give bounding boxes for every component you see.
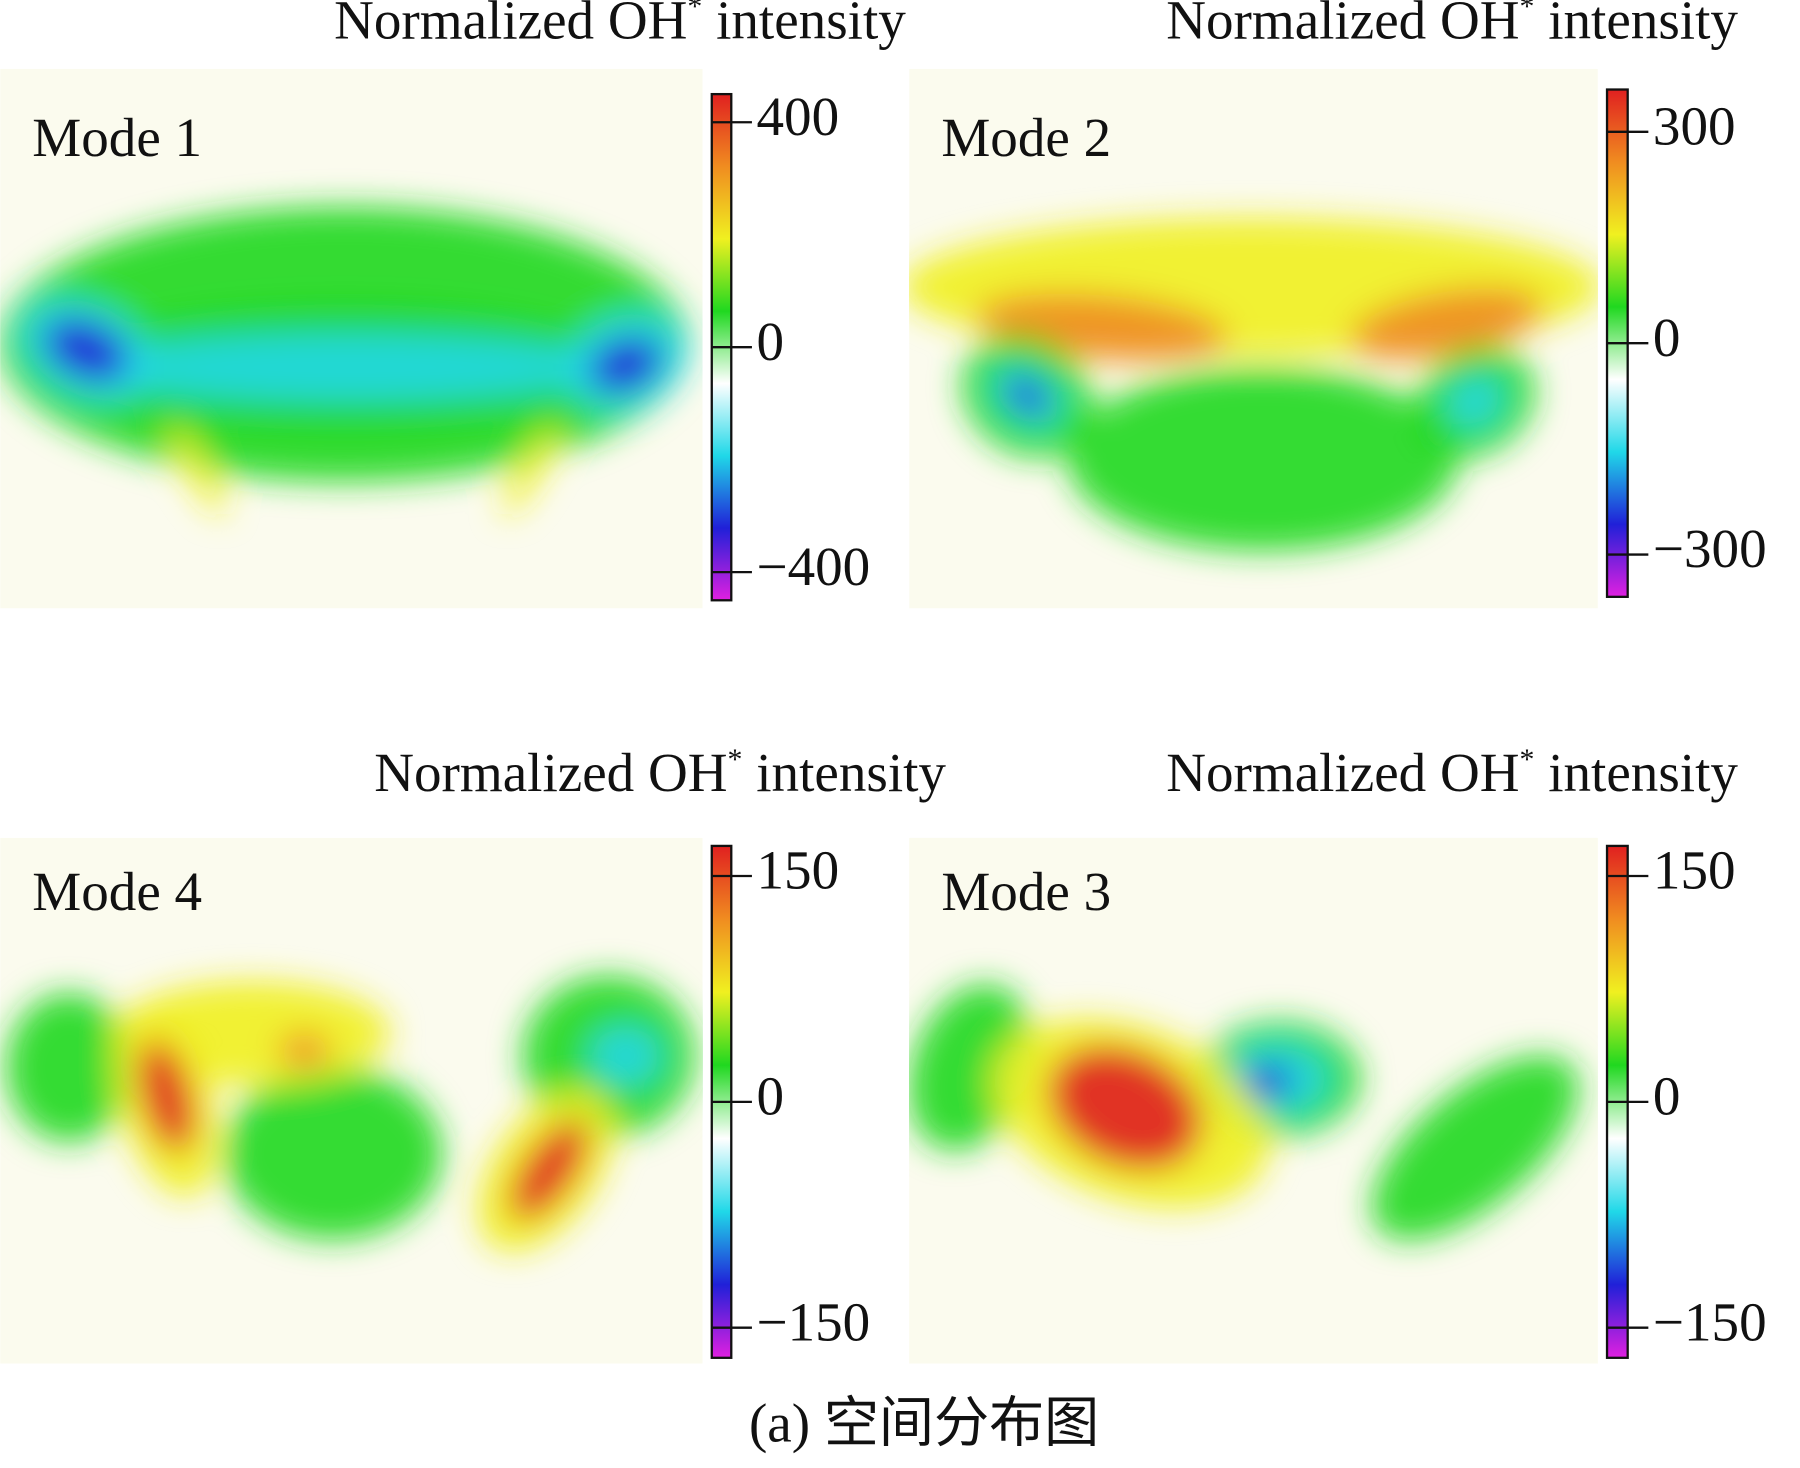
title-superscript: * [1520,0,1535,23]
colorbar-tick-label: 0 [757,1066,785,1127]
field-region [279,1032,330,1068]
mode-label: Mode 2 [941,107,1111,168]
field-region [1067,367,1458,551]
colorbar-tick-label: 0 [1653,1066,1681,1127]
field-region [1448,376,1502,427]
field-region [1371,1055,1579,1241]
title-part: Normalized OH [334,0,687,50]
colorbar-tick-label: 400 [757,86,840,147]
field-region [591,1027,661,1085]
title-part: Normalized OH [374,742,727,803]
field-region [1007,378,1048,414]
colorbar-title: Normalized OH* intensity [1166,0,1738,50]
colorbar-tick-label: 150 [1653,840,1736,901]
colorbar-tick-label: 300 [1653,95,1736,156]
title-superscript: * [687,0,702,23]
field-region [80,332,609,402]
heatmap [909,68,1598,609]
field-region [1350,287,1543,360]
heatmap-field [0,206,689,516]
field-region [5,992,133,1143]
mode-label: Mode 1 [32,107,202,168]
colorbar-tick-label: −300 [1653,518,1767,579]
heatmap [0,837,703,1364]
field-region [509,1121,588,1220]
colorbar-title: Normalized OH* intensity [374,742,946,803]
heatmap-field [909,218,1598,551]
title-superscript: * [1520,743,1535,776]
mode-label: Mode 4 [32,861,202,922]
heatmap-field [909,984,1579,1241]
colorbar-tick-label: −400 [757,536,871,597]
colorbar-tick-label: 150 [757,840,840,901]
field-region [45,319,128,382]
title-superscript: * [728,743,743,776]
colorbar-tick-label: −150 [1653,1291,1767,1352]
title-part: intensity [1548,742,1738,803]
colorbar-title: Normalized OH* intensity [1166,742,1738,803]
colorbar-tick-label: 0 [1653,307,1681,368]
heatmap-field [5,975,695,1252]
title-part: intensity [716,0,906,50]
heatmap [909,837,1598,1364]
title-part: Normalized OH [1166,0,1519,50]
title-part: Normalized OH [1166,742,1519,803]
title-part: intensity [756,742,946,803]
field-region [1048,1045,1202,1170]
field-region [223,1067,443,1240]
title-part: intensity [1548,0,1738,50]
caption: (a) 空间分布图 [749,1393,1099,1454]
field-region [502,425,559,516]
colorbar-tick-label: −150 [757,1291,871,1352]
field-region [1245,1065,1292,1098]
field-region [138,1040,196,1152]
field-region [169,425,226,516]
colorbar-title: Normalized OH* intensity [334,0,906,50]
field-region [590,338,662,392]
colorbar-tick-label: 0 [757,311,785,372]
heatmap [0,68,703,609]
mode-label: Mode 3 [941,861,1111,922]
